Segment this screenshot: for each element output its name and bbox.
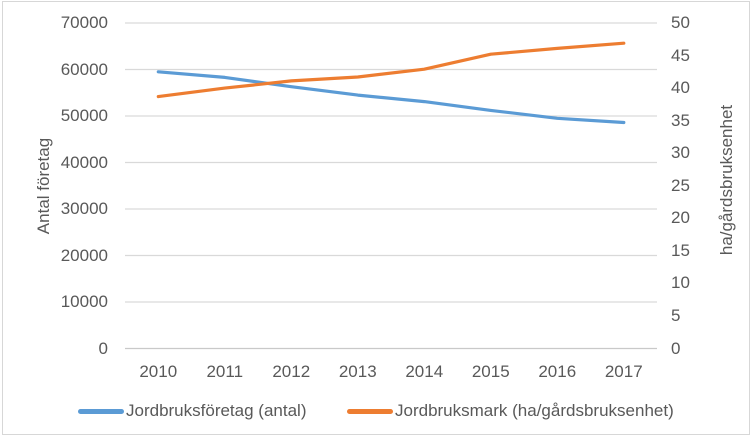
legend-item-jordbruksmark: Jordbruksmark (ha/gårdsbruksenhet)	[347, 399, 674, 423]
x-axis-tick-label: 2017	[604, 362, 643, 381]
right-axis-tick-label: 5	[671, 305, 681, 325]
right-axis-tick-label: 10	[671, 273, 690, 293]
right-axis-tick-label: 30	[671, 143, 690, 163]
legend-label-jordbruksforetag: Jordbruksföretag (antal)	[126, 401, 307, 420]
right-axis-tick-label: 20	[671, 208, 690, 228]
left-axis-tick-label: 70000	[60, 13, 108, 32]
legend-swatch-blue-line	[78, 408, 124, 414]
left-axis-tick-label: 60000	[60, 59, 108, 79]
x-axis-tick-label: 2015	[471, 362, 510, 381]
legend-item-jordbruksforetag: Jordbruksföretag (antal)	[78, 399, 306, 423]
x-axis-tick-label: 2014	[405, 362, 444, 381]
left-axis-tick-label: 0	[98, 338, 108, 358]
series-line-jordbruksforetag	[156, 70, 626, 125]
right-axis-tick-label: 40	[671, 78, 690, 98]
right-axis-tick-label: 0	[671, 338, 681, 358]
x-axis-tick-label: 2012	[272, 362, 311, 381]
right-axis-tick-label: 15	[671, 240, 690, 260]
legend: Jordbruksföretag (antal) Jordbruksmark (…	[0, 399, 752, 423]
left-axis-tick-label: 40000	[60, 152, 108, 172]
left-axis-tick-label: 50000	[60, 106, 108, 125]
left-axis-tick-label: 20000	[60, 245, 108, 265]
right-axis-tick-label: 50	[671, 13, 690, 32]
right-axis-tick-label: 25	[671, 175, 690, 195]
x-axis-tick-label: 2016	[538, 362, 577, 381]
legend-swatch-orange-line	[347, 408, 393, 414]
left-axis-tick-label: 10000	[60, 292, 108, 311]
x-axis-tick-label: 2010	[139, 362, 178, 381]
series-line-jordbruksmark	[156, 41, 626, 99]
left-axis-tick-label: 30000	[60, 199, 108, 218]
right-axis-tick-label: 35	[671, 110, 690, 130]
legend-label-jordbruksmark: Jordbruksmark (ha/gårdsbruksenhet)	[395, 401, 674, 420]
right-axis-tick-label: 45	[671, 45, 690, 65]
x-axis-tick-label: 2013	[338, 362, 377, 381]
x-axis-tick-label: 2011	[206, 362, 244, 381]
